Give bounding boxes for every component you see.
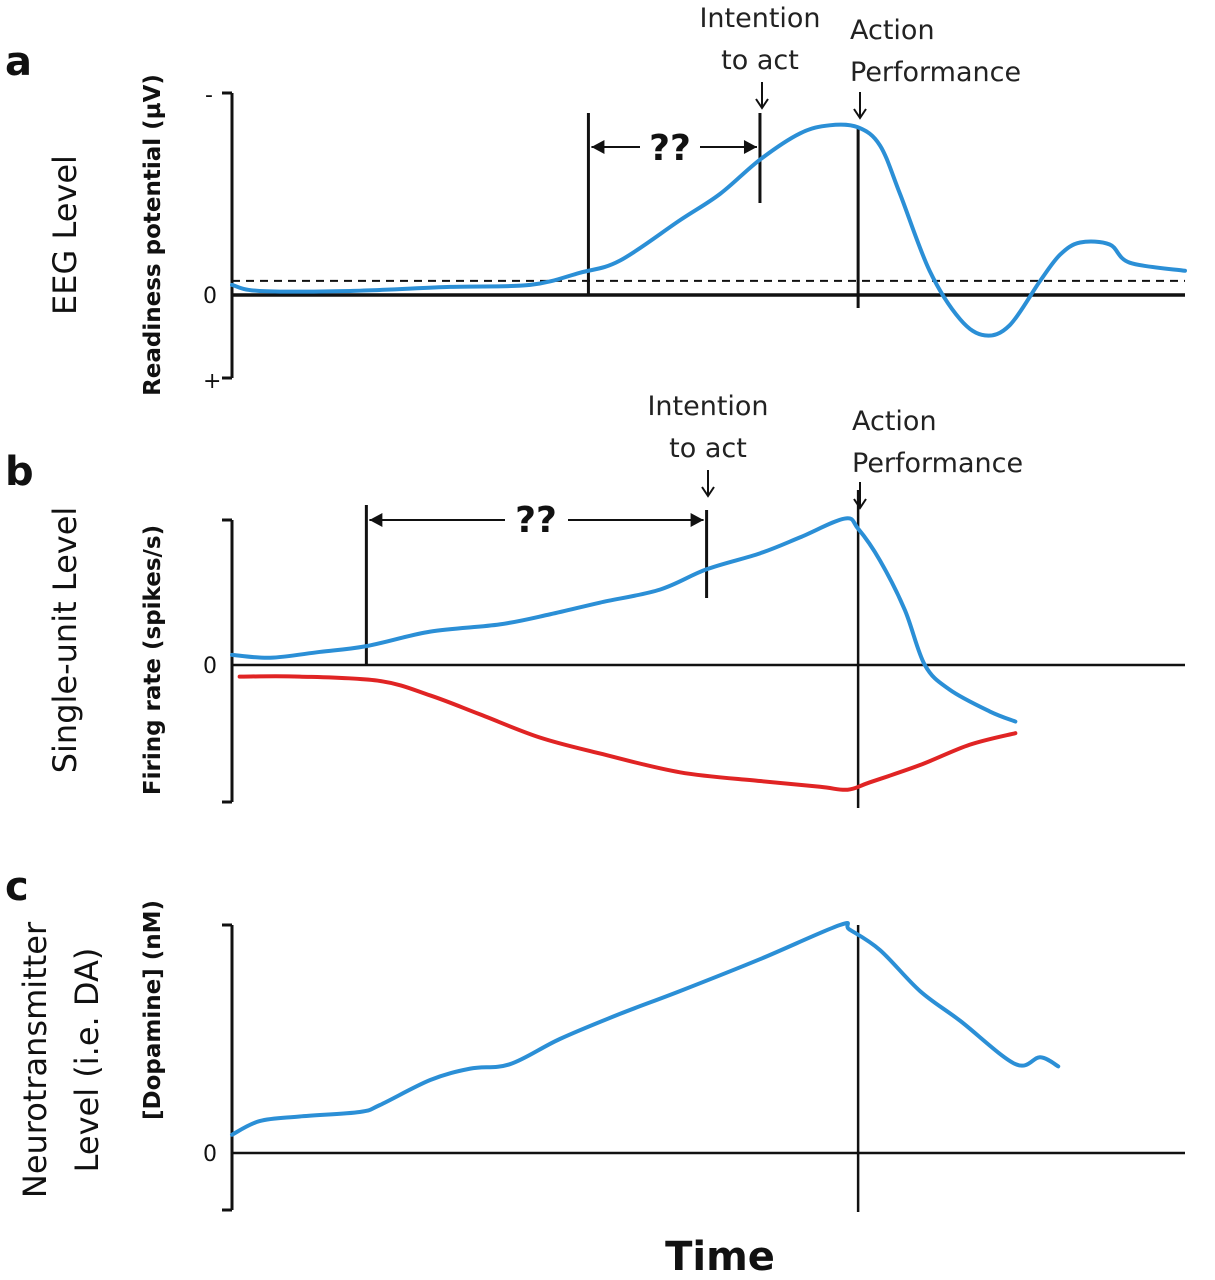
panel-b-tick-zero: 0 bbox=[203, 654, 217, 679]
panel-letter-b: b bbox=[5, 449, 34, 495]
panel-a-action-arrow-head bbox=[853, 108, 867, 120]
panel-b-interval-arrowhead-right bbox=[690, 513, 704, 527]
panel-b-action-arrow-head bbox=[853, 498, 867, 510]
panel-a-action-label-1: Action bbox=[850, 15, 935, 46]
panel-a-intention-label-1: Intention bbox=[699, 3, 820, 34]
panel-a-action-label-2: Performance bbox=[850, 57, 1021, 88]
panel-letter-c: c bbox=[5, 864, 29, 910]
panel-c-outer-ylabel-2: Level (i.e. DA) bbox=[68, 948, 106, 1173]
panel-c-ylabel: [Dopamine] (nM) bbox=[140, 900, 166, 1120]
panel-a-tick-minus: - bbox=[205, 83, 213, 108]
panel-b-ylabel: Firing rate (spikes/s) bbox=[140, 525, 166, 795]
panel-b-intention-arrow-head bbox=[701, 486, 715, 498]
panel-b-intention-label-1: Intention bbox=[647, 391, 768, 422]
panel-a-tick-plus: + bbox=[203, 369, 221, 394]
panel-b-intention-label-2: to act bbox=[669, 433, 747, 464]
panel-a-intention-label-2: to act bbox=[721, 45, 799, 76]
panel-c-outer-ylabel-1: Neurotransmitter bbox=[16, 921, 54, 1198]
panel-a-intention-arrow-head bbox=[755, 98, 769, 110]
panel-b-interval-arrowhead-left bbox=[369, 513, 383, 527]
panel-a-interval-arrowhead-right bbox=[743, 140, 757, 154]
x-axis-label: Time bbox=[665, 1234, 775, 1280]
panel-b-series-line-1 bbox=[230, 516, 1018, 724]
panel-a-interval-label: ?? bbox=[649, 128, 691, 169]
panel-b-series-line-2 bbox=[237, 674, 1018, 792]
panel-b-interval-label: ?? bbox=[515, 500, 557, 541]
panel-c-tick-zero: 0 bbox=[203, 1142, 217, 1167]
panel-a-ylabel: Readiness potential (µV) bbox=[140, 74, 166, 396]
panel-b-action-label-2: Performance bbox=[852, 448, 1023, 479]
panel-a-tick-zero: 0 bbox=[203, 284, 217, 309]
panel-c-series-line-1 bbox=[230, 921, 1061, 1137]
panel-b-outer-ylabel: Single-unit Level bbox=[46, 507, 84, 774]
panel-letter-a: a bbox=[5, 39, 32, 85]
panel-a-interval-arrowhead-left bbox=[591, 140, 605, 154]
panel-a-series-line-1 bbox=[230, 122, 1187, 338]
panel-a-outer-ylabel: EEG Level bbox=[46, 155, 84, 315]
panel-b-action-label-1: Action bbox=[852, 406, 937, 437]
